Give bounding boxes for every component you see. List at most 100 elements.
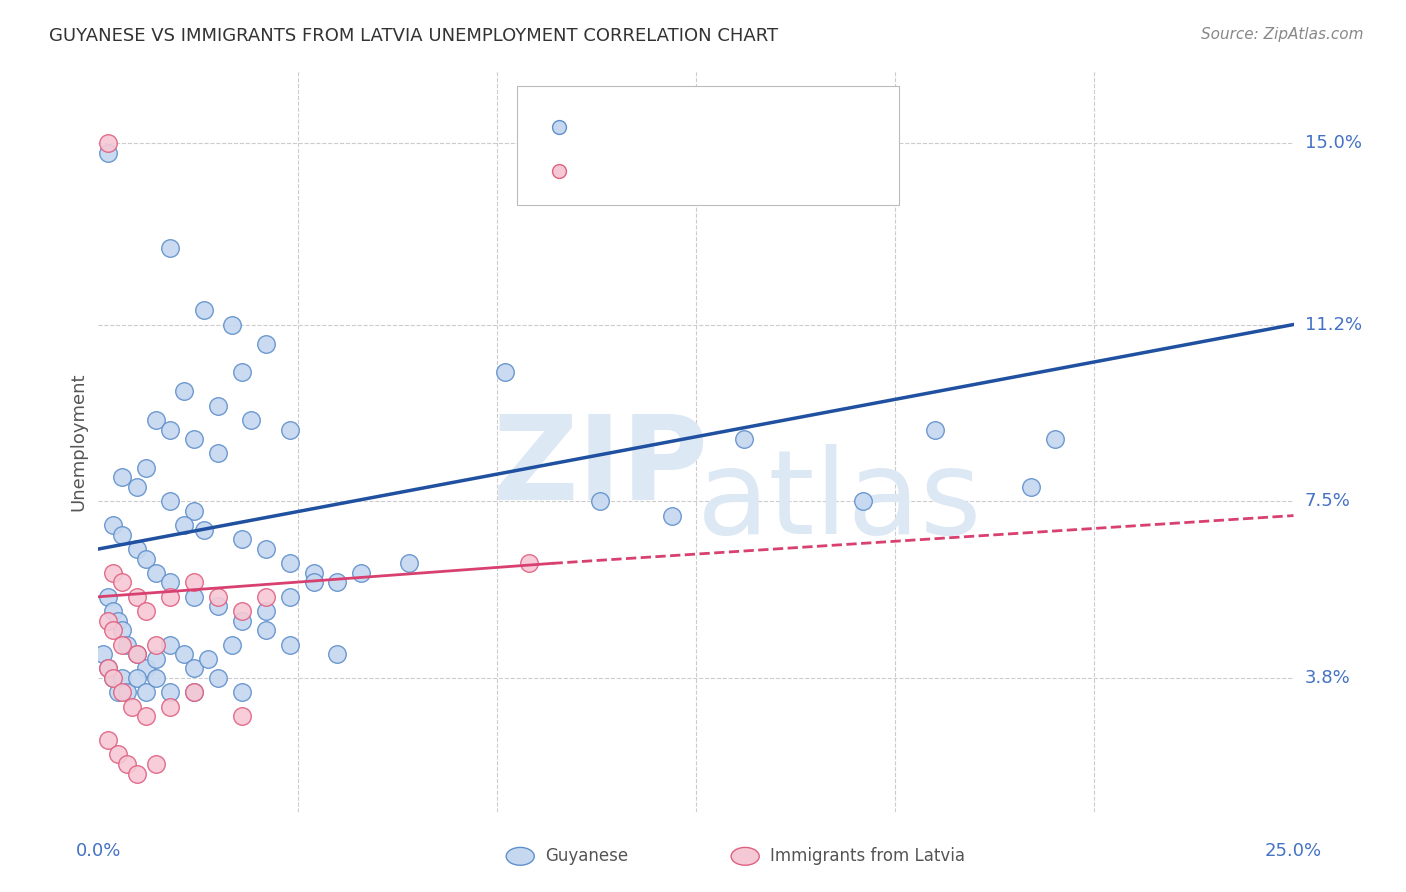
Point [221, 318, 243, 332]
Point [101, 604, 124, 618]
Text: 15.0%: 15.0% [1305, 134, 1361, 152]
Text: 25.0%: 25.0% [1265, 842, 1322, 860]
Point [197, 652, 219, 666]
Point [254, 604, 277, 618]
Point [101, 671, 124, 685]
Point [111, 685, 134, 699]
Point [326, 647, 349, 661]
Point [125, 671, 148, 685]
Point [183, 504, 205, 518]
Point [125, 647, 148, 661]
Point [135, 685, 157, 699]
Point [207, 599, 229, 614]
Point [121, 699, 143, 714]
Point [231, 614, 253, 628]
Point [173, 647, 195, 661]
Point [231, 604, 253, 618]
Point [111, 470, 134, 484]
Point [101, 518, 124, 533]
Y-axis label: Unemployment: Unemployment [69, 372, 87, 511]
Point [183, 432, 205, 446]
Text: 77: 77 [765, 118, 789, 136]
Point [183, 685, 205, 699]
Point [97, 145, 120, 160]
Point [145, 566, 167, 580]
Text: 0.0%: 0.0% [76, 842, 121, 860]
Point [254, 541, 277, 556]
Point [159, 241, 181, 255]
Point [278, 638, 301, 652]
Point [115, 685, 138, 699]
Point [111, 671, 134, 685]
Point [240, 413, 263, 427]
Text: Source: ZipAtlas.com: Source: ZipAtlas.com [1201, 27, 1364, 42]
Point [924, 423, 946, 437]
Point [97, 136, 120, 150]
Point [183, 661, 205, 675]
Point [278, 590, 301, 604]
Point [97, 733, 120, 747]
Point [183, 575, 205, 590]
Point [193, 523, 215, 537]
Point [91, 647, 114, 661]
Point [115, 638, 138, 652]
Point [231, 365, 253, 379]
Point [159, 575, 181, 590]
Point [183, 590, 205, 604]
Point [494, 365, 516, 379]
Point [101, 624, 124, 638]
Point [111, 638, 134, 652]
Point [254, 624, 277, 638]
Text: R =: R = [595, 118, 630, 136]
Text: 3.8%: 3.8% [1305, 669, 1350, 687]
Text: 29: 29 [765, 162, 789, 180]
Point [733, 432, 755, 446]
Point [115, 756, 138, 771]
Point [125, 766, 148, 780]
Point [135, 460, 157, 475]
Text: GUYANESE VS IMMIGRANTS FROM LATVIA UNEMPLOYMENT CORRELATION CHART: GUYANESE VS IMMIGRANTS FROM LATVIA UNEMP… [49, 27, 779, 45]
Point [1019, 480, 1042, 494]
Point [145, 652, 167, 666]
Text: ZIP: ZIP [492, 410, 709, 525]
Point [97, 661, 120, 675]
Point [125, 647, 148, 661]
Point [852, 494, 875, 508]
Point [517, 557, 540, 571]
Point [159, 423, 181, 437]
Point [173, 384, 195, 399]
Point [193, 303, 215, 318]
Point [145, 671, 167, 685]
Text: 0.066: 0.066 [645, 162, 699, 180]
Point [231, 709, 253, 723]
Point [97, 590, 120, 604]
Point [125, 480, 148, 494]
Point [101, 566, 124, 580]
Point [107, 614, 129, 628]
Point [231, 533, 253, 547]
Point [97, 614, 120, 628]
Point [231, 685, 253, 699]
Point [125, 590, 148, 604]
Point [207, 671, 229, 685]
Point [1043, 432, 1066, 446]
Text: Guyanese: Guyanese [546, 847, 628, 865]
Point [135, 551, 157, 566]
FancyBboxPatch shape [517, 87, 900, 204]
Point [159, 699, 181, 714]
Point [145, 413, 167, 427]
Point [135, 661, 157, 675]
Text: N =: N = [706, 162, 752, 180]
Point [302, 566, 325, 580]
Point [183, 685, 205, 699]
Point [125, 541, 148, 556]
Point [145, 638, 167, 652]
Point [135, 604, 157, 618]
Point [254, 336, 277, 351]
Point [111, 527, 134, 541]
Point [145, 756, 167, 771]
Point [159, 685, 181, 699]
Point [159, 638, 181, 652]
Text: Immigrants from Latvia: Immigrants from Latvia [770, 847, 966, 865]
Point [207, 399, 229, 413]
